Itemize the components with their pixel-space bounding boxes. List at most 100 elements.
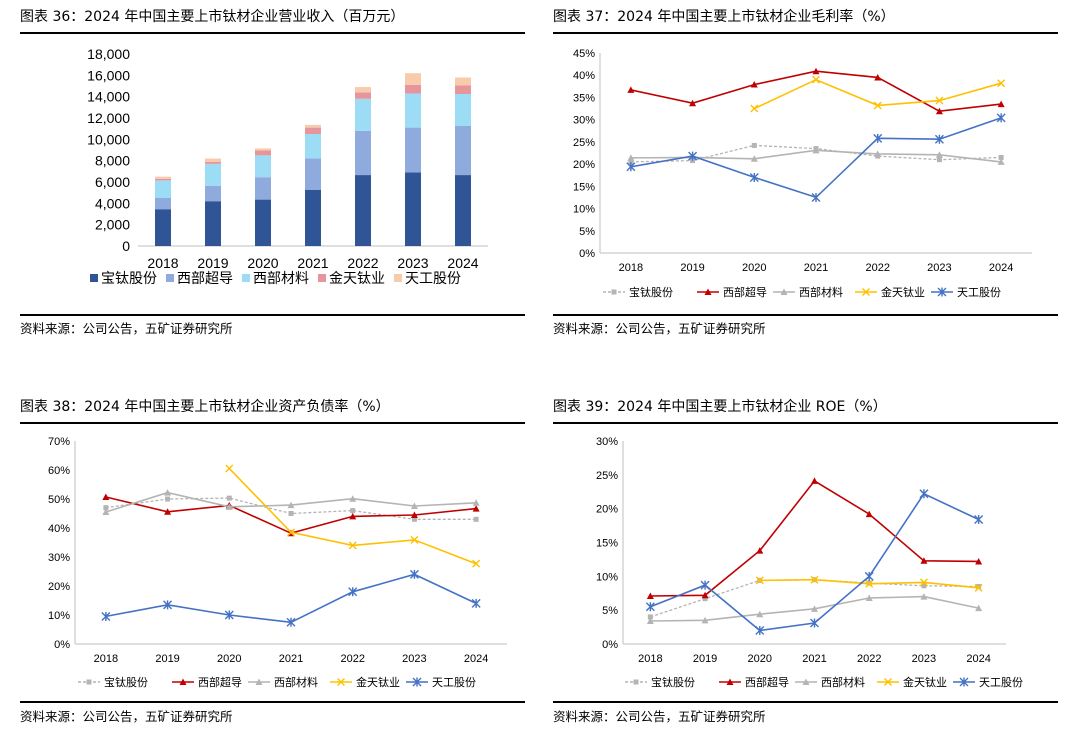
point-xibu-cailiao-2024 (975, 604, 983, 612)
point-tiangong-2019 (700, 580, 710, 590)
point-jintian-2023 (919, 578, 928, 587)
revenue-stacked-bar-chart: 0 2,000 4,000 6,000 8,000 10,000 12,000 14,000 1… (87, 46, 488, 287)
x-tick-label: 2022 (857, 653, 881, 665)
bar-tiangong-2023 (405, 73, 421, 85)
point-baoti-2020 (751, 142, 757, 148)
point-xibu-chaodao-2023 (410, 511, 418, 518)
point-jintian-2024 (997, 79, 1006, 88)
legend-label-jintian: 金天钛业 (881, 285, 925, 299)
point-baoti-2022 (350, 508, 356, 514)
bar-baoti-2018 (155, 209, 171, 246)
source-rule (20, 701, 525, 703)
point-jintian-2020 (225, 464, 234, 473)
y-tick-label: 40% (573, 70, 595, 82)
bar-xibu-cailiao-2022 (355, 98, 371, 131)
point-tiangong-2021 (286, 617, 296, 627)
bar-tiangong-2019 (205, 158, 221, 162)
bar-tiangong-2020 (255, 148, 271, 151)
point-tiangong-2021 (810, 618, 819, 628)
point-baoti-2020 (226, 495, 232, 501)
y-tick-label: 25% (573, 137, 595, 149)
point-baoti-2018 (628, 159, 634, 165)
x-tick-label: 2024 (464, 653, 488, 665)
x-tick-label: 2021 (802, 653, 826, 665)
legend-marker-tiangong (412, 677, 422, 687)
panel-roe: 图表 39：2024 年中国主要上市钛材企业 ROE（%） 0% 5% 10% 15%… (553, 398, 1058, 748)
bar-tiangong-2022 (355, 87, 371, 93)
chart-title: 图表 39：2024 年中国主要上市钛材企业 ROE（%） (553, 399, 887, 415)
y-tick-label: 5% (579, 226, 595, 238)
x-tick-label: 2024 (966, 653, 990, 665)
point-xibu-chaodao-2018 (646, 592, 654, 599)
point-jintian-2021 (287, 528, 295, 537)
point-xibu-cailiao-2018 (627, 154, 635, 161)
source-note: 资料来源：公司公告，五矿证券研究所 (553, 321, 766, 336)
point-xibu-chaodao-2022 (349, 512, 357, 520)
point-tiangong-2024 (996, 113, 1006, 123)
chart-title: 图表 38：2024 年中国主要上市钛材企业资产负债率（%） (20, 399, 390, 415)
point-tiangong-2022 (348, 587, 358, 597)
point-tiangong-2020 (224, 610, 234, 620)
point-tiangong-2019 (163, 600, 173, 610)
legend-label-xibu-cailiao: 西部材料 (799, 285, 843, 299)
point-baoti-2023 (921, 583, 927, 589)
legend-swatch-baoti (90, 274, 98, 282)
bar-xibu-chaodao-2018 (155, 198, 171, 210)
point-xibu-cailiao-2022 (349, 495, 357, 502)
source-rule (553, 314, 1058, 316)
source-note: 资料来源：公司公告，五矿证券研究所 (20, 709, 233, 724)
x-tick-label: 2024 (989, 262, 1013, 274)
point-xibu-cailiao-2021 (811, 605, 818, 612)
point-jintian-2022 (865, 579, 874, 588)
bar-baoti-2019 (205, 201, 221, 246)
x-tick-label: 2022 (340, 653, 364, 665)
point-tiangong-2024 (471, 598, 481, 608)
legend-label-tiangong: 天工股份 (979, 676, 1023, 689)
point-tiangong-2018 (101, 611, 111, 621)
point-xibu-cailiao-2019 (164, 489, 172, 496)
point-xibu-chaodao-2022 (865, 510, 873, 518)
x-tick-label: 2020 (748, 653, 772, 665)
x-tick-label: 2023 (402, 653, 426, 665)
legend-marker-xibu-chaodao (179, 678, 187, 685)
bar-xibu-cailiao-2018 (155, 180, 171, 198)
point-baoti-2023 (411, 516, 417, 522)
y-tick-label: 0 (122, 238, 130, 254)
bar-xibu-cailiao-2021 (305, 134, 321, 159)
point-xibu-cailiao-2021 (287, 501, 295, 509)
y-tick-label: 20% (48, 581, 70, 593)
legend-marker-jintian (337, 678, 345, 686)
point-xibu-chaodao-2024 (997, 100, 1005, 108)
point-xibu-cailiao-2020 (750, 155, 758, 162)
point-xibu-chaodao-2019 (701, 591, 709, 599)
x-tick-label: 2019 (155, 653, 179, 665)
point-xibu-chaodao-2024 (472, 505, 480, 512)
source-rule (20, 314, 525, 316)
legend-label-xibu-chaodao: 西部超导 (723, 285, 767, 299)
bar-baoti-2023 (405, 172, 421, 246)
legend-marker-baoti (611, 289, 617, 295)
y-tick-label: 4,000 (95, 195, 130, 211)
point-tiangong-2018 (626, 162, 636, 172)
line-baoti (105, 497, 477, 520)
point-baoti-2018 (103, 505, 109, 511)
x-tick-label: 2020 (742, 262, 766, 274)
bar-xibu-cailiao-2023 (405, 93, 421, 128)
point-xibu-cailiao-2020 (225, 503, 233, 510)
x-tick-label: 2019 (197, 255, 228, 271)
point-baoti-2019 (702, 596, 708, 602)
point-baoti-2019 (165, 496, 171, 502)
x-tick-label: 2021 (804, 262, 828, 274)
y-tick-label: 15% (573, 181, 595, 193)
x-tick-label: 2023 (397, 255, 428, 271)
bar-jintian-2022 (355, 92, 371, 99)
point-jintian-2021 (812, 75, 820, 84)
x-tick-label: 2021 (297, 255, 328, 271)
y-tick-label: 30% (573, 115, 595, 127)
legend-swatch-xibu-cailiao (242, 274, 250, 282)
bar-xibu-cailiao-2020 (255, 155, 271, 178)
legend-label-baoti: 宝钛股份 (651, 675, 695, 689)
source-note: 资料来源：公司公告，五矿证券研究所 (553, 709, 766, 724)
point-baoti-2024 (976, 583, 982, 589)
legend-swatch-jintian (318, 274, 326, 282)
